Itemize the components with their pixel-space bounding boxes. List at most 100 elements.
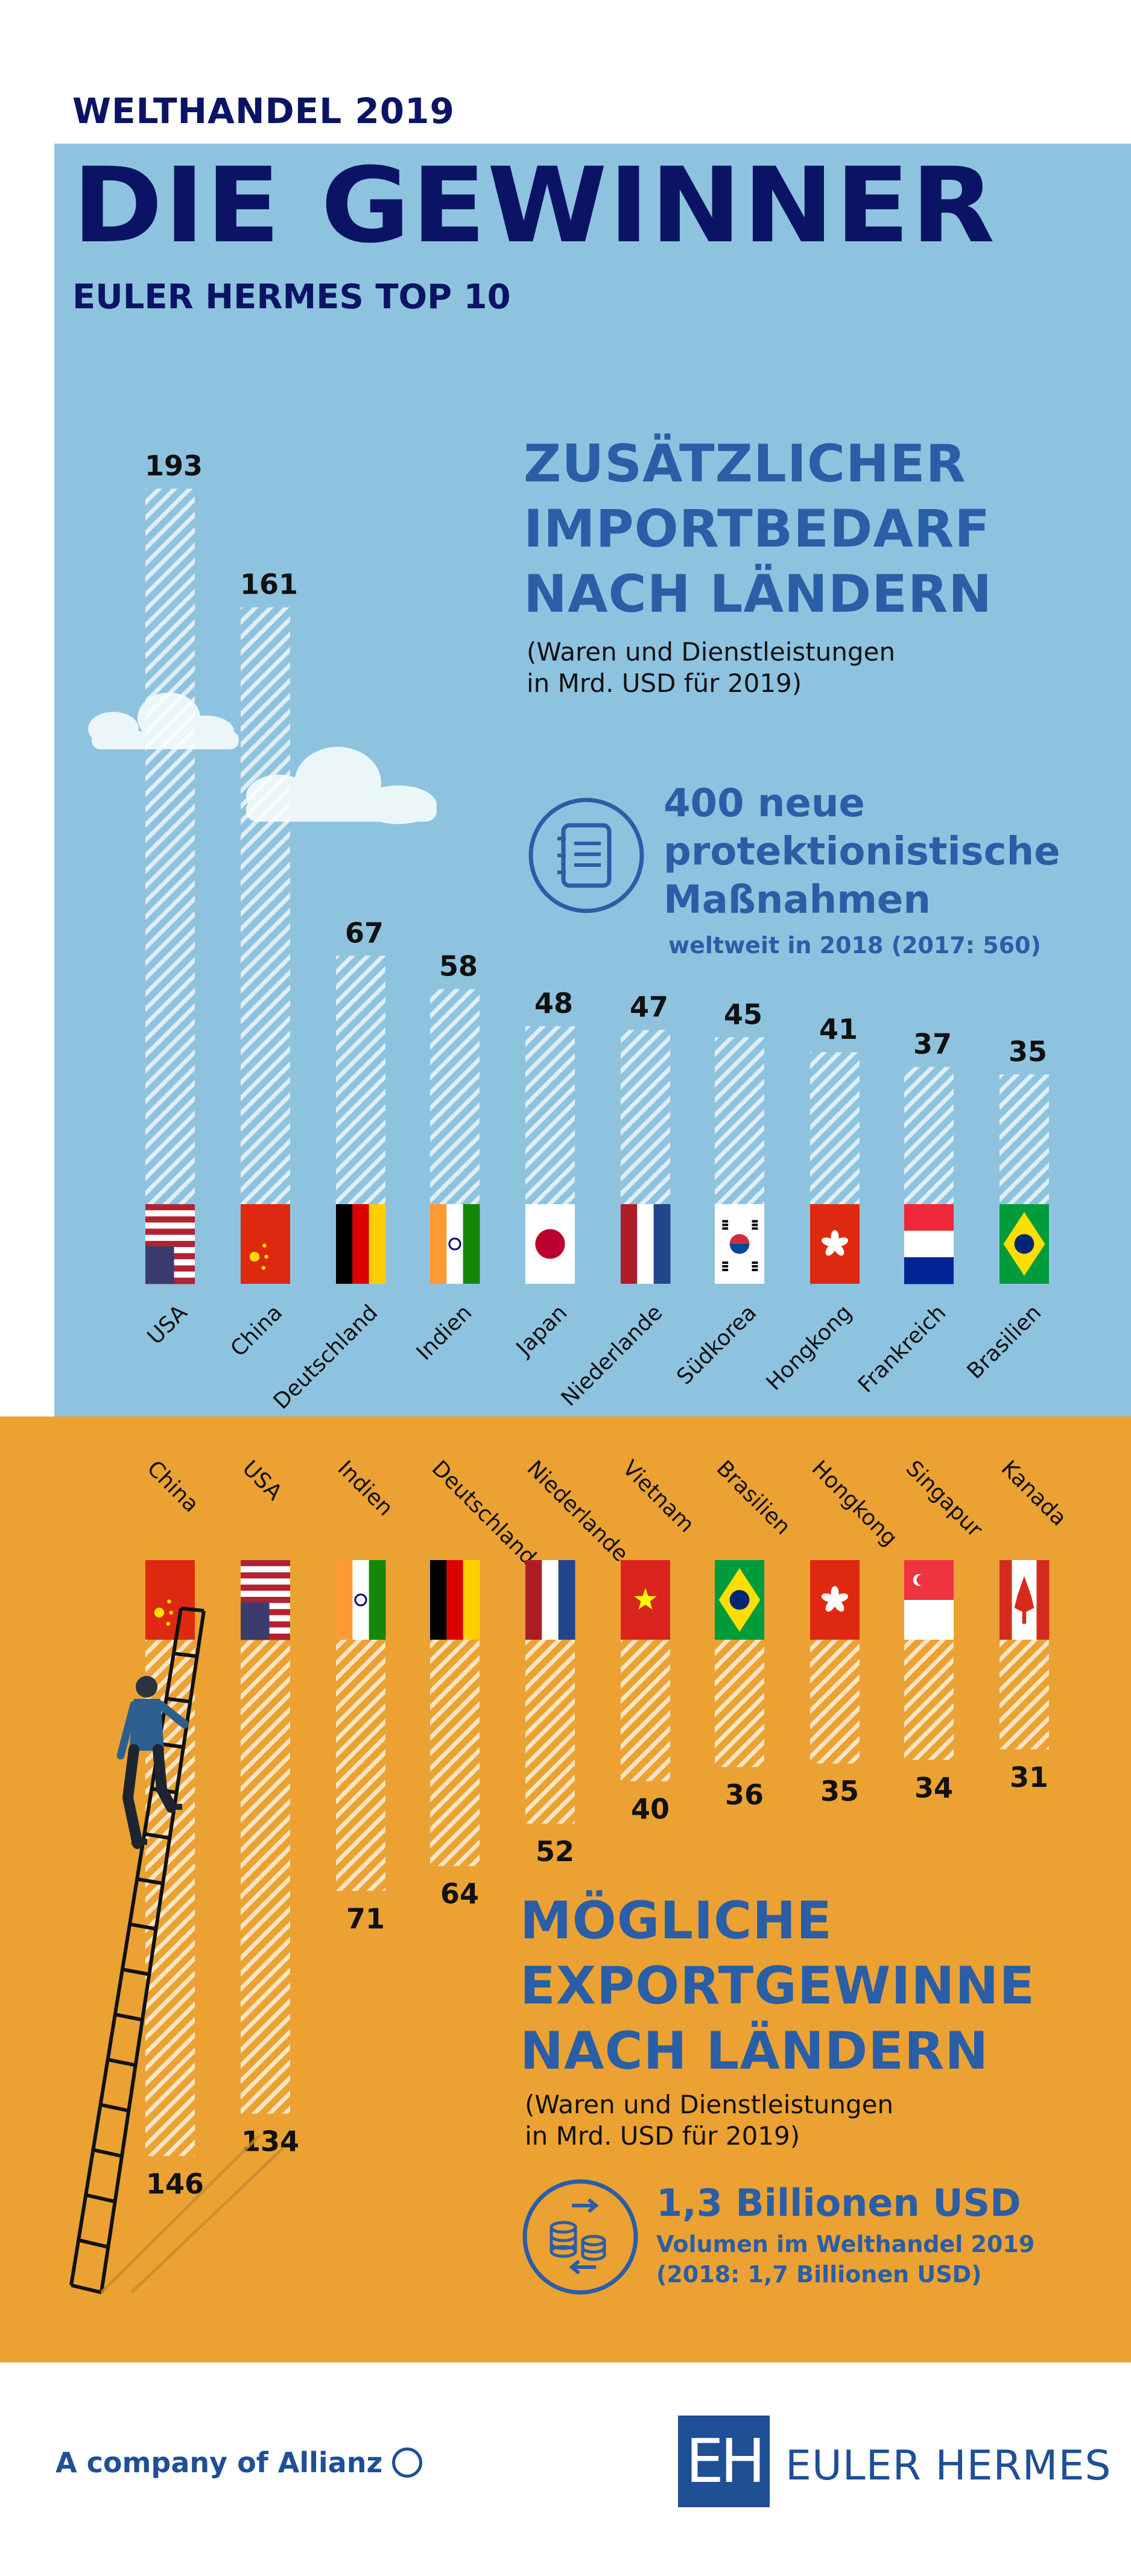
export-note-line: in Mrd. USD für 2019) — [525, 2121, 800, 2151]
export-stat-sub: Volumen im Welthandel 2019 (2018: 1,7 Bi… — [656, 2229, 1034, 2289]
export-heading-line: EXPORTGEWINNE — [520, 1956, 1036, 2016]
import-value-label: 67 — [345, 916, 384, 949]
import-category-label: Japan — [511, 1300, 572, 1361]
import-value-label: 41 — [819, 1013, 858, 1045]
import-heading: ZUSÄTZLICHER IMPORTBEDARF NACH LÄNDERN — [524, 431, 992, 627]
import-category-label: Hongkong — [762, 1300, 857, 1395]
import-value-label: 45 — [724, 998, 762, 1030]
ladder-rung — [136, 1877, 163, 1885]
export-value-label: 64 — [440, 1877, 479, 1910]
page-subtitle: EULER HERMES TOP 10 — [72, 278, 511, 317]
import-stat-sub: weltweit in 2018 (2017: 560) — [668, 932, 1041, 959]
export-value-label: 40 — [631, 1793, 670, 1826]
footer — [0, 2362, 1131, 2576]
export-category-label: Vietnam — [618, 1456, 699, 1537]
flag-de-icon — [430, 1560, 480, 1640]
import-bar — [430, 989, 480, 1204]
notebook-icon — [528, 798, 644, 913]
kicker: WELTHANDEL 2019 — [72, 90, 455, 132]
flag-jp-icon — [525, 1204, 575, 1284]
ladder-rung — [100, 2102, 129, 2113]
import-bar — [621, 1030, 670, 1204]
flag-nl-icon — [525, 1560, 575, 1640]
export-value-label: 146 — [146, 2168, 204, 2200]
climber-icon — [116, 1676, 189, 1849]
ladder-rung — [144, 1832, 170, 1840]
flag-nl-icon — [621, 1204, 671, 1284]
export-stat-title: 1,3 Billionen USD — [656, 2181, 1021, 2225]
page-title: DIE GEWINNER — [72, 145, 996, 266]
export-category-label: USA — [238, 1456, 287, 1505]
ladder-rung — [107, 2058, 136, 2067]
import-stat-line: protektionistische — [664, 830, 1060, 874]
export-category-label: China — [142, 1456, 204, 1517]
allianz-logo-icon — [392, 2447, 423, 2478]
ladder-rung — [71, 2283, 102, 2294]
ladder-rung — [92, 2148, 122, 2158]
company-prefix: A company of — [55, 2446, 278, 2479]
import-value-label: 48 — [534, 987, 573, 1020]
export-note: (Waren und Dienstleistungen in Mrd. USD … — [525, 2089, 893, 2152]
import-category-label: USA — [143, 1300, 192, 1350]
flag-kr-icon — [715, 1204, 764, 1284]
ladder-rung — [180, 1607, 204, 1613]
flag-vn-icon — [621, 1560, 670, 1640]
ladder-rung — [166, 1696, 191, 1704]
flag-cn-icon — [241, 1204, 290, 1284]
import-category-label: Brasilien — [963, 1300, 1047, 1384]
import-category-label: Frankreich — [854, 1300, 951, 1397]
import-bar — [715, 1037, 764, 1204]
ladder-shadow — [100, 2134, 285, 2294]
flag-cn-icon — [145, 1560, 195, 1640]
import-bar — [810, 1052, 860, 1204]
export-bar — [241, 1640, 290, 2114]
import-value-label: 58 — [439, 950, 478, 983]
import-stat-line: 400 neue — [664, 781, 865, 826]
ladder-rung — [115, 2013, 143, 2022]
import-note-line: in Mrd. USD für 2019) — [527, 668, 802, 698]
ladder-rung — [173, 1651, 198, 1658]
export-note-line: (Waren und Dienstleistungen — [525, 2090, 894, 2119]
export-value-label: 71 — [346, 1902, 385, 1935]
import-note-line: (Waren und Dienstleistungen — [527, 637, 896, 667]
import-stat-title: 400 neue protektionistische Maßnahmen — [664, 779, 1060, 924]
coins-exchange-icon — [522, 2179, 638, 2295]
import-value-label: 161 — [240, 568, 298, 601]
export-bar — [430, 1640, 480, 1867]
import-heading-line: ZUSÄTZLICHER — [524, 434, 966, 494]
export-bar — [1000, 1640, 1049, 1750]
export-value-label: 34 — [914, 1771, 953, 1804]
ladder-rung — [129, 1922, 157, 1931]
export-stat-line: Volumen im Welthandel 2019 — [656, 2231, 1035, 2257]
euler-hermes-logo-icon: EH — [678, 2416, 770, 2507]
export-category-label: Hongkong — [807, 1456, 902, 1551]
import-value-label: 37 — [913, 1028, 952, 1061]
export-category-label: Brasilien — [712, 1456, 796, 1540]
import-bar — [145, 489, 195, 1204]
export-category-label: Singapur — [901, 1456, 987, 1542]
export-category-label: Indien — [333, 1456, 398, 1521]
import-heading-line: IMPORTBEDARF — [524, 499, 990, 559]
company-name: Allianz — [277, 2446, 383, 2479]
export-value-label: 134 — [241, 2125, 299, 2158]
import-category-label: Südkorea — [672, 1300, 761, 1389]
flag-sg-icon — [904, 1560, 954, 1640]
export-value-label: 52 — [536, 1835, 574, 1868]
flag-fr-icon — [904, 1204, 954, 1284]
ladder-rung — [78, 2238, 109, 2249]
import-bar — [336, 956, 385, 1204]
export-stat-line: (2018: 1,7 Billionen USD) — [656, 2261, 982, 2288]
flag-br-icon — [715, 1560, 764, 1640]
import-value-label: 193 — [145, 449, 203, 482]
flag-us-icon — [241, 1560, 290, 1640]
export-bar — [904, 1640, 954, 1760]
export-bar — [525, 1640, 575, 1824]
ladder-icon — [69, 1607, 206, 2294]
import-heading-line: NACH LÄNDERN — [524, 564, 993, 624]
flag-in-icon — [430, 1204, 480, 1284]
import-category-label: Niederlande — [557, 1300, 668, 1411]
import-bar — [1000, 1074, 1049, 1204]
export-bar — [715, 1640, 764, 1768]
import-bar — [525, 1026, 575, 1204]
